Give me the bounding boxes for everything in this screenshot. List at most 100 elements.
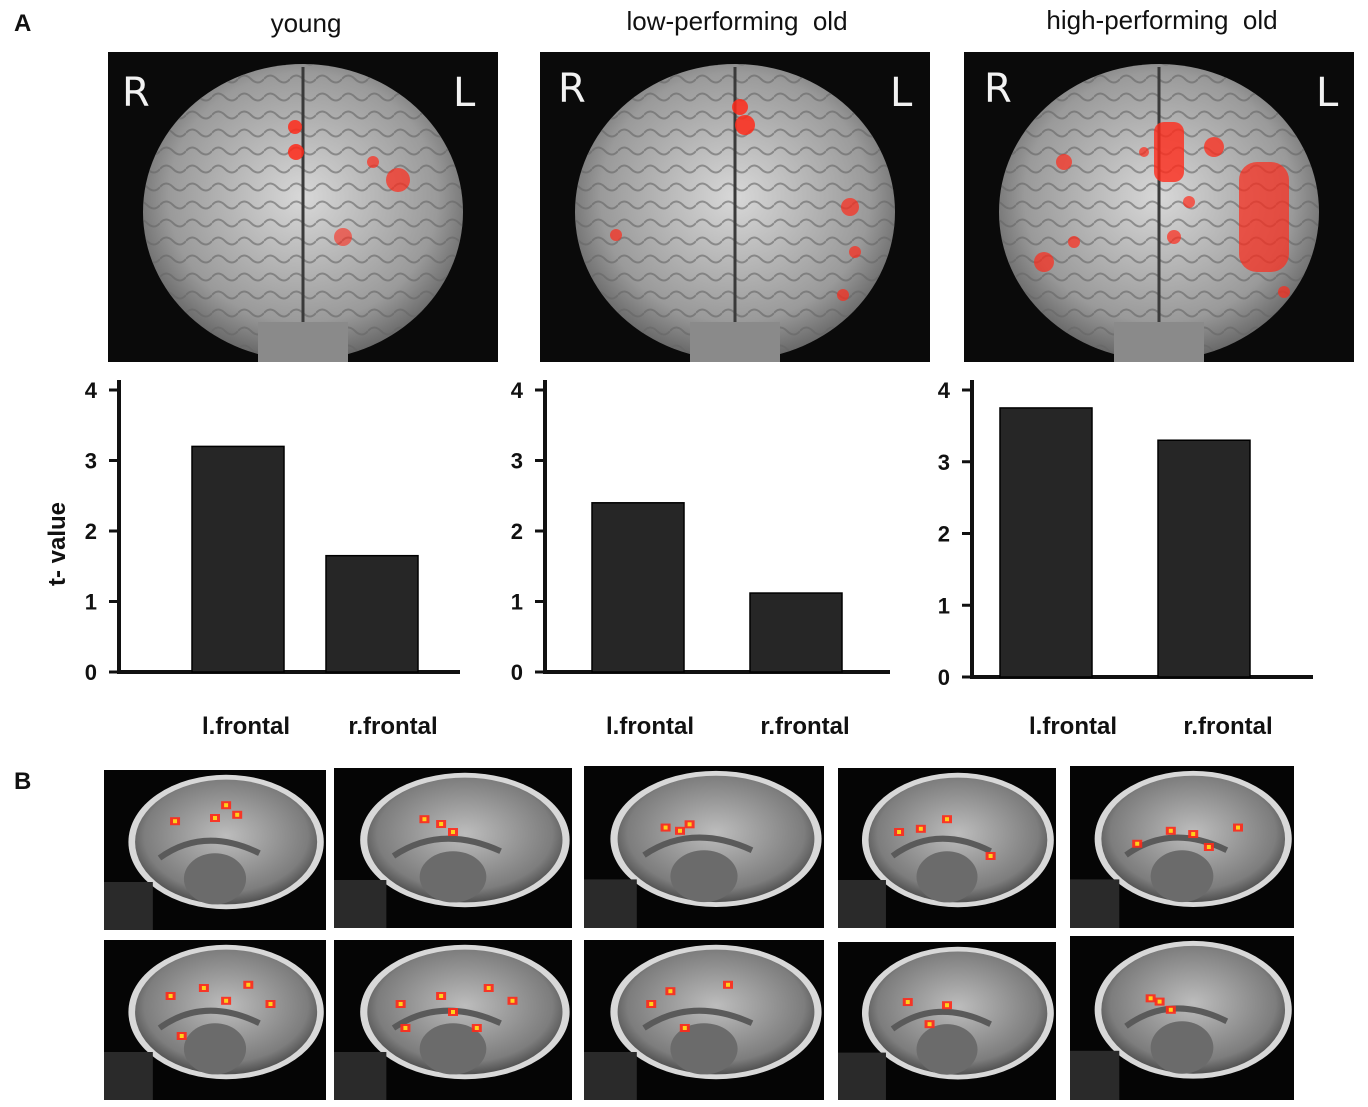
activation-voxel xyxy=(682,1026,687,1030)
slice-image xyxy=(1070,940,1292,1100)
slice-image xyxy=(838,772,1054,928)
activation-voxel xyxy=(179,1034,184,1038)
brain-surface xyxy=(143,64,463,362)
activation-voxel xyxy=(927,1022,932,1027)
activation-voxel xyxy=(918,826,923,831)
right-hemisphere-label: R xyxy=(558,66,586,112)
bar-r-frontal xyxy=(325,554,419,673)
right-hemisphere-label: R xyxy=(122,70,150,116)
y-tick-label: 0 xyxy=(85,660,97,685)
sagittal-slice-3 xyxy=(584,766,824,928)
activation-voxel xyxy=(1148,996,1153,1001)
sagittal-slice-6 xyxy=(104,940,326,1100)
y-tick-label: 2 xyxy=(938,522,950,547)
right-hemisphere-label: R xyxy=(984,66,1012,112)
y-tick-label: 3 xyxy=(511,449,523,474)
activation-voxel xyxy=(246,982,251,987)
activation-voxel xyxy=(213,816,217,820)
activation-voxel xyxy=(988,854,993,858)
left-hemisphere-label: L xyxy=(453,70,476,116)
activation-voxel xyxy=(1206,845,1211,849)
panel-label-a: A xyxy=(14,10,32,37)
left-hemisphere-label: L xyxy=(890,70,913,116)
activation-voxel xyxy=(235,812,240,817)
sagittal-slice-4 xyxy=(838,768,1056,928)
sagittal-slice-9 xyxy=(838,942,1056,1100)
panel-label-b: B xyxy=(14,768,32,795)
activation-voxel xyxy=(439,994,444,998)
activation-voxel xyxy=(945,1003,949,1008)
activation-voxel xyxy=(201,986,206,990)
slice-image xyxy=(838,946,1054,1100)
y-tick-label: 2 xyxy=(511,519,523,544)
y-tick-label: 3 xyxy=(85,449,97,474)
title-low-performing-old: low-performing old xyxy=(626,6,848,36)
y-tick-label: 0 xyxy=(938,665,950,690)
y-tick-label: 4 xyxy=(85,378,98,403)
slice-image xyxy=(104,774,324,930)
activation-voxel xyxy=(1157,999,1162,1004)
activation-voxel xyxy=(173,819,178,824)
y-tick-label: 1 xyxy=(85,590,97,615)
activation-voxel xyxy=(726,982,730,987)
slice-image xyxy=(334,944,570,1100)
bar-chart-low-performing-old: 0 1 2 3 4 l.frontal r.frontal xyxy=(485,372,915,752)
chart-svg: 0 1 2 3 4 l.frontal r.frontal xyxy=(938,378,1313,740)
activation-voxel xyxy=(668,989,673,994)
brain-render-low-performing-old: R L xyxy=(540,52,930,362)
y-tick-label: 4 xyxy=(511,378,524,403)
x-category-label: l.frontal xyxy=(1029,713,1117,740)
activation-voxel xyxy=(1236,825,1240,830)
y-tick-label: 2 xyxy=(85,519,97,544)
bar-chart-high-performing-old: 0 1 2 3 4 l.frontal r.frontal xyxy=(908,372,1348,752)
slice-image xyxy=(584,770,822,928)
bar-chart-young: 0 1 2 3 4 l.frontal r.frontal xyxy=(60,372,480,752)
activation-voxel xyxy=(663,825,668,830)
y-tick-label: 1 xyxy=(938,593,950,618)
bar-l-frontal xyxy=(591,502,685,673)
slice-image xyxy=(334,772,570,928)
activation-voxel xyxy=(649,1002,654,1006)
bar-l-frontal xyxy=(191,445,285,673)
sagittal-slice-10 xyxy=(1070,936,1294,1100)
activation-voxel xyxy=(897,830,902,834)
activation-voxel xyxy=(945,817,949,822)
brain-render-young: R L xyxy=(108,52,498,362)
title-high-performing-old: high-performing old xyxy=(1046,5,1278,35)
x-category-label: r.frontal xyxy=(1183,713,1272,740)
activation-voxel xyxy=(422,817,427,822)
activation-voxel xyxy=(1168,828,1173,833)
activation-voxel xyxy=(486,986,491,990)
activation-voxel xyxy=(451,1010,455,1014)
y-tick-label: 3 xyxy=(938,450,950,475)
activation-voxel xyxy=(451,830,455,834)
brain-render-high-performing-old: R L xyxy=(964,52,1354,362)
x-category-label: r.frontal xyxy=(760,713,849,740)
x-category-label: r.frontal xyxy=(348,713,437,740)
activation-voxel xyxy=(905,1000,910,1005)
activation-voxel xyxy=(687,822,692,827)
chart-svg: 0 1 2 3 4 l.frontal r.frontal xyxy=(85,378,460,740)
sagittal-slice-1 xyxy=(104,770,326,930)
sagittal-slice-2 xyxy=(334,768,572,928)
activation-voxel xyxy=(439,822,444,826)
activation-voxel xyxy=(678,828,682,833)
activation-voxel xyxy=(398,1002,403,1006)
sagittal-slice-7 xyxy=(334,940,572,1100)
activation-voxel xyxy=(1135,841,1140,846)
brain-surface xyxy=(999,64,1319,362)
slice-image xyxy=(1070,770,1292,928)
activation-voxel xyxy=(268,1002,273,1006)
slice-image xyxy=(584,944,822,1100)
activation-voxel xyxy=(510,998,515,1003)
bar-r-frontal xyxy=(749,592,843,673)
activation-voxel xyxy=(224,998,229,1003)
activation-voxel xyxy=(1191,832,1196,837)
x-category-label: l.frontal xyxy=(606,713,694,740)
left-hemisphere-label: L xyxy=(1316,70,1339,116)
y-tick-label: 4 xyxy=(938,378,951,403)
y-tick-label: 0 xyxy=(511,660,523,685)
brain-surface xyxy=(575,64,895,362)
activation-voxel xyxy=(1168,1007,1173,1012)
activation-voxel xyxy=(224,803,229,808)
